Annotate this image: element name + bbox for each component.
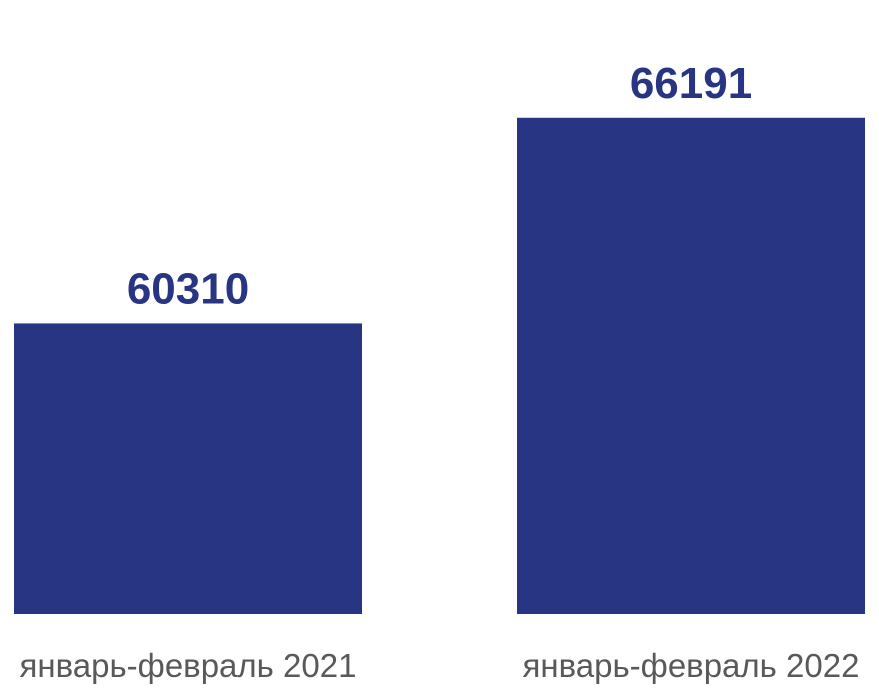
bar-2 — [517, 117, 865, 615]
bar-1 — [14, 323, 362, 614]
category-label-2: январь-февраль 2022 — [523, 647, 860, 684]
bar-value-label-1: 60310 — [127, 264, 249, 313]
category-label-1: январь-февраль 2021 — [20, 647, 357, 684]
bar-value-label-2: 66191 — [630, 59, 752, 108]
